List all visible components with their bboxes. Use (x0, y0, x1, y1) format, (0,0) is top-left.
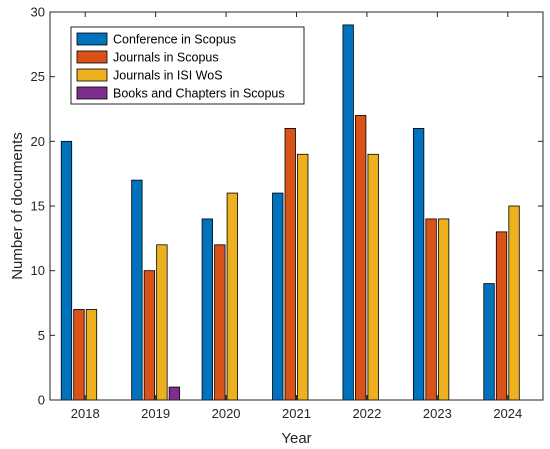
legend-box (70, 26, 305, 105)
bar-2024-conference-in-scopus (483, 283, 495, 401)
y-axis: 0 5 10 15 20 25 30 (31, 5, 543, 408)
bar-2021-conference-in-scopus (272, 192, 284, 401)
bar-2019-journals-in-isi-wos (156, 244, 168, 401)
legend-label: Books and Chapters in Scopus (113, 87, 285, 101)
bar-2024-journals-in-isi-wos (508, 205, 520, 401)
bar-2019-journals-in-scopus (143, 270, 156, 401)
legend-label: Journals in ISI WoS (113, 69, 223, 83)
y-tick-label: 0 (38, 393, 45, 408)
bar-2020-journals-in-scopus (214, 244, 226, 401)
bar-2019-books-and-chapters-in-scopus (168, 386, 181, 401)
bar-2024-journals-in-scopus (495, 231, 508, 401)
bar-2020-conference-in-scopus (201, 218, 213, 401)
x-tick-label: 2021 (282, 406, 311, 421)
x-tick-label: 2024 (493, 406, 522, 421)
y-tick-label: 20 (31, 134, 45, 149)
bar-2023-conference-in-scopus (412, 127, 425, 401)
y-tick-label: 25 (31, 69, 45, 84)
legend-label: Journals in Scopus (113, 51, 219, 65)
bar-2022-journals-in-scopus (355, 115, 367, 401)
legend-swatch (76, 86, 108, 100)
bar-2019-conference-in-scopus (131, 179, 143, 401)
y-tick-label: 5 (38, 328, 45, 343)
x-tick-label: 2020 (212, 406, 241, 421)
legend-label: Conference in Scopus (113, 33, 236, 47)
x-tick-label: 2023 (423, 406, 452, 421)
bar-2021-journals-in-isi-wos (297, 153, 309, 401)
y-axis-title: Number of documents (9, 132, 26, 280)
x-axis-title: Year (281, 430, 311, 447)
bar-2022-journals-in-isi-wos (367, 153, 379, 401)
legend-swatch (76, 50, 108, 64)
legend-swatch (76, 32, 108, 46)
bar-2020-journals-in-isi-wos (226, 192, 238, 401)
bar-2018-conference-in-scopus (60, 140, 73, 401)
x-axis: 2018 2019 2020 2021 2022 2023 2024 (71, 12, 522, 421)
bar-2018-journals-in-isi-wos (85, 309, 98, 401)
legend: Conference in Scopus Journals in Scopus Jo… (70, 26, 305, 105)
x-tick-label: 2022 (352, 406, 381, 421)
x-tick-label: 2019 (141, 406, 170, 421)
bar-2023-journals-in-scopus (425, 218, 437, 401)
bar-2018-journals-in-scopus (73, 309, 85, 401)
x-tick-label: 2018 (71, 406, 100, 421)
bar-2023-journals-in-isi-wos (437, 218, 450, 401)
y-tick-label: 30 (31, 5, 45, 20)
legend-swatch (76, 68, 108, 82)
y-tick-label: 15 (31, 199, 45, 214)
bar-2021-journals-in-scopus (284, 127, 296, 401)
y-tick-label: 10 (31, 263, 45, 278)
bar-2022-conference-in-scopus (342, 24, 354, 401)
